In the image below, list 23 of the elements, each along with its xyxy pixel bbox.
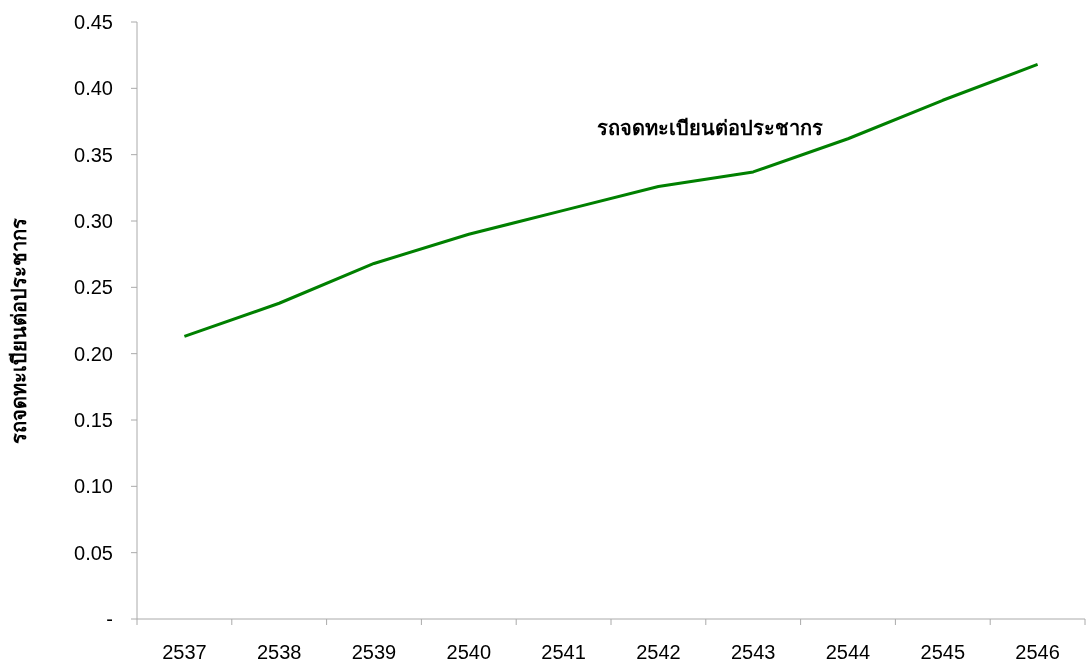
x-tick-label: 2542: [636, 641, 681, 662]
y-tick-label: 0.20: [74, 342, 113, 365]
series-label: รถจดทะเบียนต่อประชากร: [597, 116, 824, 139]
y-tick-label: 0.10: [74, 475, 113, 498]
x-tick-label: 2537: [162, 641, 207, 662]
line-series: [182, 62, 1040, 338]
x-tick-label: 2539: [351, 641, 397, 662]
y-tick-label: 0.45: [74, 11, 113, 33]
y-tick-label: -: [106, 608, 113, 630]
y-tick-label: 0.25: [74, 276, 113, 299]
x-tick-label: 2538: [256, 641, 302, 662]
x-tick-label: 2545: [920, 641, 966, 662]
y-tick-label: 0.35: [74, 143, 113, 166]
y-tick-label: 0.30: [74, 210, 113, 232]
y-axis-title: รถจดทะเบียนต่อประชากร: [8, 217, 30, 444]
x-tick-label: 2543: [730, 641, 776, 662]
y-tick-label: 0.05: [74, 541, 113, 564]
y-tick-label: 0.40: [74, 77, 113, 100]
x-tick-label: 2546: [1015, 641, 1060, 662]
y-tick-label: 0.15: [74, 409, 113, 431]
x-tick-label: 2544: [825, 641, 871, 662]
x-tick-label: 2540: [446, 641, 492, 662]
x-tick-label: 2541: [541, 641, 586, 662]
